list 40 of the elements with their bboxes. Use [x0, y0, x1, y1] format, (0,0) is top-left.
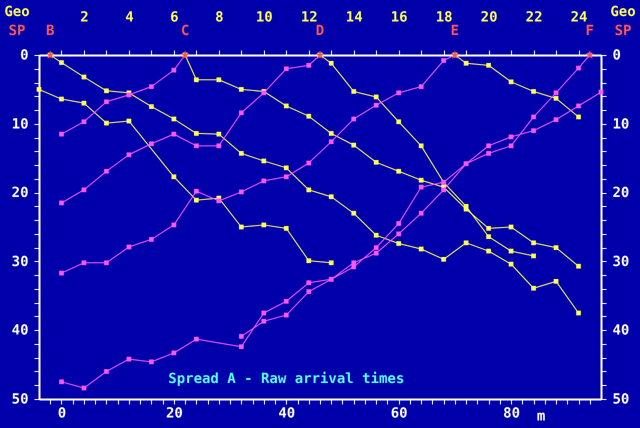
y-tick-label: 10	[12, 116, 28, 132]
x2-tick-label: 6	[170, 10, 179, 26]
x2-tick-label: 12	[300, 10, 318, 26]
x-tick-label: 20	[166, 406, 183, 422]
text: Geo	[4, 4, 30, 20]
x2-tick-label: 14	[346, 10, 363, 26]
text: SP	[8, 23, 26, 39]
x-axis-title: m	[536, 408, 546, 424]
annotation: F	[586, 23, 594, 39]
annotation: B	[46, 23, 54, 39]
y-tick-label: 30	[12, 254, 28, 270]
annotation: E	[450, 23, 460, 39]
x2-tick-label: 18	[436, 10, 453, 26]
annotation: D	[316, 23, 324, 39]
y2-tick-label: 50	[612, 392, 630, 408]
x2-tick-label: 8	[215, 10, 224, 26]
x2-tick-label: 24	[570, 10, 588, 26]
x2-tick-label: 2	[80, 10, 89, 26]
text: Spread A - Raw arrival times	[168, 371, 404, 387]
y2-tick-label: 0	[612, 48, 621, 64]
y-tick-label: 40	[12, 322, 28, 339]
x2-tick-label: 10	[256, 10, 273, 26]
annotation: C	[180, 23, 190, 39]
x-tick-label: 0	[58, 406, 66, 422]
x-tick-label: 40	[278, 406, 296, 422]
y2-tick-label: 40	[612, 322, 630, 339]
x2-tick-label: 22	[526, 10, 542, 26]
x2-tick-label: 16	[390, 10, 408, 26]
x2-tick-label: 20	[480, 10, 498, 26]
text: Geo	[610, 4, 636, 20]
x2-tick-label: 4	[125, 10, 134, 26]
text: SP	[614, 23, 632, 39]
y2-tick-label: 30	[612, 254, 630, 270]
y-tick-label: 50	[12, 392, 28, 408]
y-tick-label: 0	[20, 48, 28, 64]
x-tick-label: 60	[390, 406, 408, 422]
y2-tick-label: 20	[612, 185, 630, 202]
x-tick-label: 80	[503, 406, 520, 422]
y2-tick-label: 10	[612, 116, 630, 132]
y-tick-label: 20	[12, 185, 28, 202]
